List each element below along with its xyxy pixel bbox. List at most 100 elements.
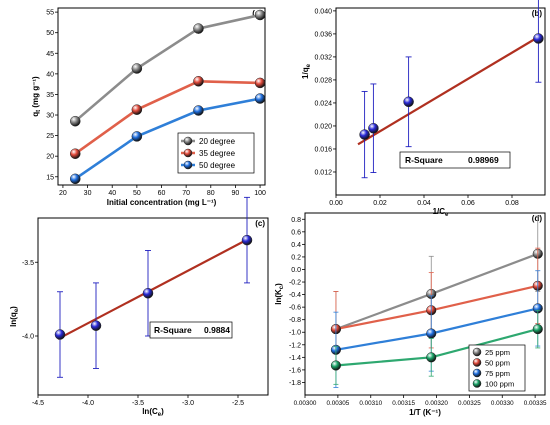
panel-a-xtick-label: 50 [133, 190, 141, 197]
r-square-value: 0.9884 [204, 325, 230, 335]
panel-d-ytick-label: 0.6 [291, 229, 301, 236]
panel-label: (d) [532, 214, 543, 223]
panel-b-xtick-label: 0.04 [417, 200, 431, 207]
panel-b-ytick-label: 0.016 [314, 146, 332, 153]
panel-a-ytick-label: 15 [46, 174, 54, 181]
panel-d-xtick-label: 0.00300 [294, 400, 317, 407]
r-square-label: R-Square [405, 155, 443, 165]
legend-label: 20 degree [199, 137, 236, 146]
panel-d: 0.00300 0.00305 0.00310 0.00315 0.00320 0.003… [274, 212, 547, 417]
panel-a-ytick-label: 25 [46, 133, 54, 140]
data-point [254, 9, 266, 21]
panel-c-xtick-label: -3.0 [182, 400, 194, 407]
panel-a-xtick-label: 90 [232, 190, 240, 197]
panel-a-xtick-label: 40 [108, 190, 116, 197]
data-point [142, 287, 154, 299]
panel-a-xtick-label: 30 [84, 190, 92, 197]
panel-d-ytick-label: 0.4 [291, 242, 301, 249]
panel-a-xtick-label: 20 [59, 190, 67, 197]
panel-a-ytick-label: 40 [46, 71, 54, 78]
data-point [193, 23, 204, 34]
fit-line [357, 34, 542, 146]
legend-label: 50 degree [199, 161, 236, 170]
legend-marker [472, 368, 482, 378]
panel-b-frame [335, 7, 546, 196]
legend-marker [183, 160, 193, 170]
panel-d-ytick-label: 0.2 [291, 254, 301, 261]
panel-d-ytick-label: -1.6 [289, 367, 301, 374]
panel-d-xtick-label: 0.00305 [326, 400, 349, 407]
panel-b-xtick-label: 0.08 [505, 200, 519, 207]
data-point [359, 129, 370, 140]
panel-c-ytick-label: -3.5 [22, 260, 34, 267]
data-point [330, 360, 341, 371]
panel-c-xtick-label: -4.5 [32, 400, 44, 407]
panel-d-xtick-label: 0.00320 [425, 400, 448, 407]
panel-a-xtick-label: 70 [182, 190, 190, 197]
legend-label: 35 degree [199, 149, 236, 158]
panel-b-ytick-label: 0.028 [314, 77, 332, 84]
panel-a-xtick-label: 60 [158, 190, 166, 197]
data-point [254, 93, 266, 104]
legend-label: 25 ppm [485, 348, 510, 357]
data-point [403, 96, 414, 108]
series-line [74, 13, 261, 123]
panel-b-ytick-label: 0.020 [314, 123, 332, 130]
panel-d-ytick-label: 0.0 [291, 267, 301, 274]
legend-label: 100 ppm [485, 380, 514, 389]
y-axis-label: 1/qe [301, 63, 312, 79]
legend-label: 50 ppm [485, 359, 510, 368]
panel-a-ytick-label: 50 [46, 30, 54, 37]
data-point [368, 123, 379, 134]
panel-b-ytick-label: 0.040 [314, 8, 332, 15]
panel-d-ytick-label: -1.8 [289, 380, 301, 387]
data-point [532, 324, 543, 335]
legend-marker [183, 136, 193, 146]
data-point [131, 104, 143, 115]
data-point [193, 76, 204, 87]
panel-d-xtick-label: 0.00330 [491, 400, 514, 407]
panel-a-ytick-label: 45 [46, 51, 54, 58]
r-square-box [149, 321, 233, 339]
panel-a: 2030405060708090100152025303540455055(a)… [31, 7, 266, 207]
data-point [70, 173, 81, 185]
panel-d-ytick-label: -1.2 [289, 342, 301, 349]
panel-d-frame [304, 212, 546, 396]
series-line [335, 307, 539, 351]
series-line [74, 97, 261, 180]
data-point [70, 148, 81, 159]
panel-a-xtick-label: 80 [207, 190, 215, 197]
fit-line [57, 237, 250, 340]
panel-d-xtick-label: 0.00325 [458, 400, 481, 407]
y-axis-label: ln(qe) [9, 306, 20, 327]
panel-b-ytick-label: 0.036 [314, 31, 332, 38]
panel-d-ytick-label: 0.8 [291, 217, 301, 224]
panel-a-ytick-label: 30 [46, 113, 54, 120]
panel-c-xtick-label: -4.0 [82, 400, 94, 407]
x-axis-label: Initial concentration (mg L⁻¹) [107, 198, 217, 207]
data-point [193, 105, 204, 116]
data-point [241, 234, 253, 246]
panel-a-xtick-label: 100 [254, 190, 266, 197]
legend-marker [472, 379, 482, 388]
data-point [426, 352, 437, 363]
panel-d-ytick-label: -0.2 [289, 280, 301, 287]
r-square-value: 0.98969 [468, 155, 499, 165]
panel-label: (b) [532, 9, 543, 18]
panel-b-ytick-label: 0.032 [314, 54, 332, 61]
panel-b-xtick-label: 0.06 [461, 200, 475, 207]
panel-b-ytick-label: 0.024 [314, 100, 332, 107]
y-axis-label: ln(Kc) [274, 283, 285, 305]
panel-b-ytick-label: 0.012 [314, 169, 332, 176]
data-point [54, 329, 66, 340]
panel-a-ytick-label: 55 [46, 10, 54, 17]
panel-d-ytick-label: -0.8 [289, 317, 301, 324]
panel-d-xtick-label: 0.00310 [359, 400, 382, 407]
panel-d-xtick-label: 0.00335 [524, 400, 547, 407]
data-point [131, 63, 143, 74]
panel-c: -4.5 -4.0 -3.5 -3.0 -2.5 -4.0 -3.5 (c) ln(Ce) ln(… [9, 196, 269, 418]
data-point [426, 328, 437, 339]
panel-d-ytick-label: -1.4 [289, 355, 301, 362]
legend-label: 75 ppm [485, 369, 510, 378]
